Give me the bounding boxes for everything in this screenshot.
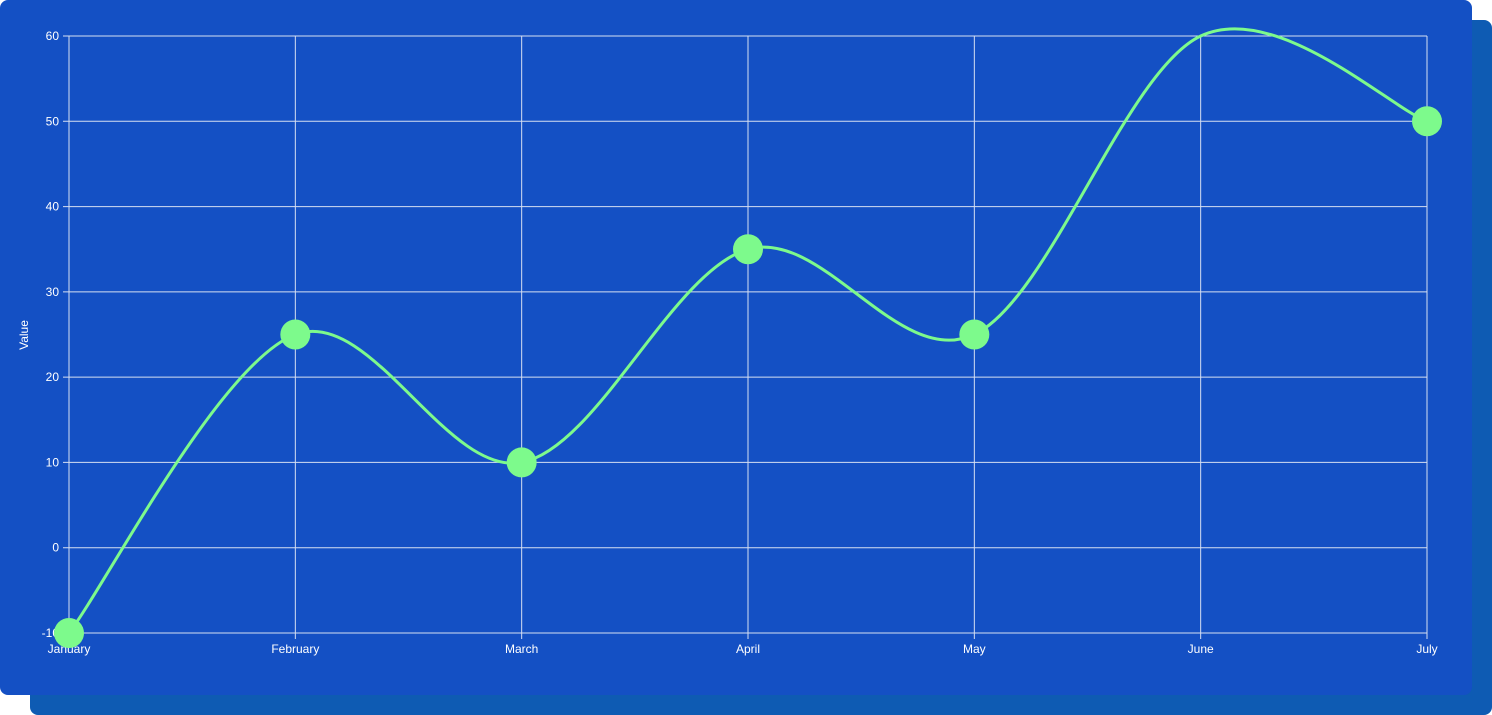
x-tick-label: July (1416, 642, 1437, 656)
y-tick-label: 30 (46, 285, 60, 299)
x-tick-label: June (1188, 642, 1214, 656)
y-tick-label: 40 (46, 200, 60, 214)
data-point-april[interactable] (733, 234, 763, 265)
x-tick-label: February (271, 642, 319, 656)
data-point-may[interactable] (959, 319, 990, 350)
data-point-march[interactable] (506, 447, 537, 478)
data-point-january[interactable] (54, 618, 84, 648)
data-point-july[interactable] (1412, 106, 1442, 137)
y-tick-label: 0 (52, 541, 59, 555)
y-axis-title: Value (17, 320, 31, 350)
y-tick-label: 50 (46, 114, 60, 128)
grid-layer (63, 35, 1428, 639)
x-axis-ticks: January February March April May June July (48, 642, 1438, 656)
x-tick-label: January (48, 642, 91, 656)
y-tick-label: 20 (46, 370, 60, 384)
y-tick-label: 10 (46, 455, 60, 469)
x-tick-label: April (736, 642, 760, 656)
x-tick-label: May (963, 642, 986, 656)
series-markers (54, 106, 1442, 648)
y-tick-label: 60 (46, 29, 60, 43)
data-point-february[interactable] (280, 319, 311, 350)
chart-card: -10 0 10 20 30 40 50 60 January February March Apr… (0, 0, 1472, 695)
x-tick-label: March (505, 642, 538, 656)
